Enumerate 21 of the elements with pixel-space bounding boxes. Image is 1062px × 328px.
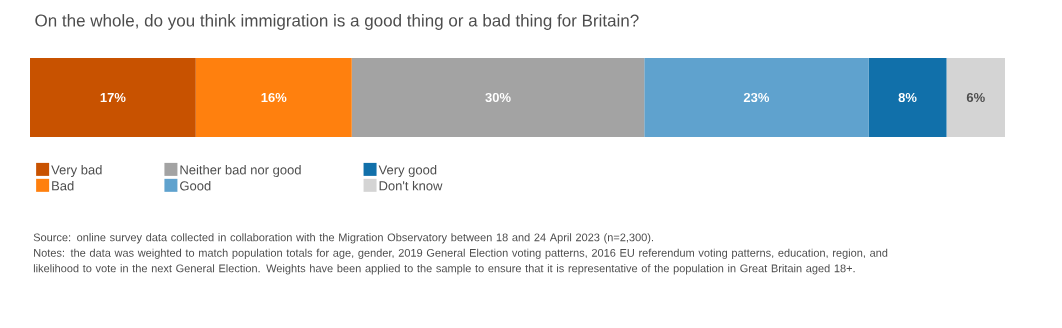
legend-label: Neither bad nor good [180,164,301,178]
source-note: Source: online survey data collected in collaboration with the Migration Observatory between 18 and 24 April 2023 (n=2,300). [33,233,654,244]
legend-label: Bad [52,180,74,191]
legend-label: Very bad [51,164,102,178]
legend-label: Very good [378,164,437,178]
bar [195,58,352,137]
bar [351,58,645,137]
bar [946,58,1006,137]
legend-label: Don't know [379,180,443,191]
bar [868,58,947,137]
data-label: 23% [743,92,770,103]
legend-label: Good [180,180,211,191]
data-label: 30% [485,92,511,103]
bar [644,58,869,137]
data-label: 17% [100,92,126,103]
data-label: 8% [898,92,917,103]
bar [30,58,196,137]
text: Notes: the data was weighted to match population totals for age, gender, 2019 General Election voting patterns, 2016 EU referendum voting patterns, education, region, and likelihood to vote in the next General Election. Weights have been applied to the sample to ensure that it is representative of the population in Great Britain aged 18+. [33,248,888,275]
data-label: 16% [261,92,287,103]
data-label: 6% [966,92,985,103]
chart-title: On the whole, do you think immigration is a good thing or a bad thing for Britain? [35,14,639,30]
